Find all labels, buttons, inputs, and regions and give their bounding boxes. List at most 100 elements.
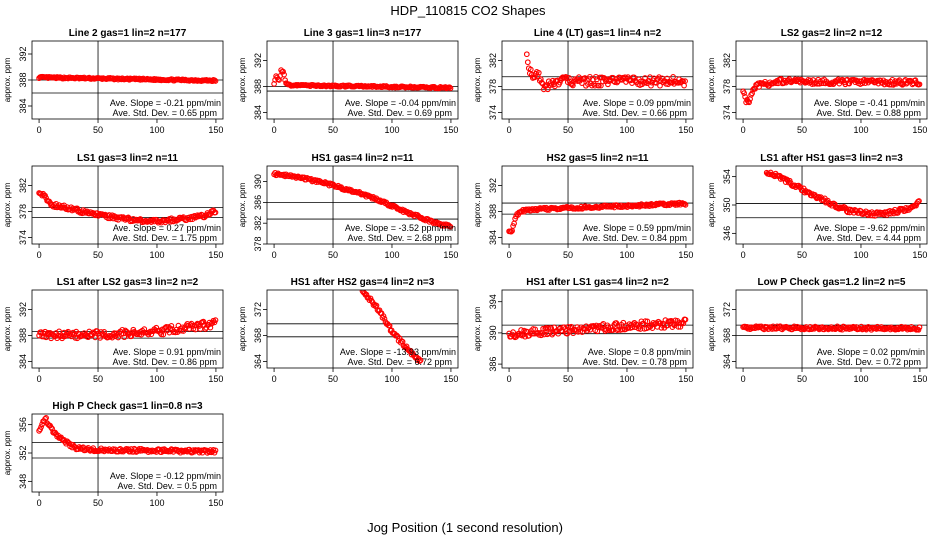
y-tick-label: 390 [488, 325, 498, 340]
x-tick-label: 100 [619, 125, 634, 135]
x-tick-label: 100 [384, 250, 399, 260]
slope-annotation: Ave. Slope = 0.27 ppm/min [113, 223, 221, 233]
y-axis-label: approx. ppm [3, 430, 12, 475]
y-axis-label: approx. ppm [473, 306, 482, 351]
data-point [916, 81, 923, 88]
panel-title: LS1 gas=3 lin=2 n=11 [77, 153, 178, 164]
data-point [38, 424, 44, 430]
data-point [380, 313, 387, 319]
x-tick-label: 50 [563, 125, 573, 135]
x-tick-label: 150 [678, 374, 693, 384]
slope-annotation: Ave. Slope = 0.8 ppm/min [588, 347, 691, 357]
y-axis-label: approx. ppm [238, 306, 247, 351]
panel-title: LS2 gas=2 lin=2 n=12 [781, 28, 883, 39]
x-tick-label: 150 [443, 250, 458, 260]
y-tick-label: 384 [253, 105, 263, 120]
y-axis-label: approx. ppm [3, 306, 12, 351]
y-tick-label: 378 [253, 236, 263, 251]
x-tick-label: 50 [563, 374, 573, 384]
x-tick-label: 150 [912, 125, 927, 135]
x-tick-label: 50 [328, 125, 338, 135]
panel-title: HS1 after HS2 gas=4 lin=2 n=3 [291, 277, 435, 288]
data-point [548, 325, 555, 332]
data-point [281, 71, 287, 78]
panel-5: LS1 gas=3 lin=2 n=11 0 50 100 150 374 378 382 ap… [3, 153, 223, 260]
data-series [36, 73, 219, 85]
data-point [670, 74, 676, 80]
y-tick-label: 364 [253, 354, 263, 369]
stddev-annotation: Ave. Std. Dev. = 2.68 ppm [348, 233, 452, 243]
data-point [447, 85, 454, 92]
data-point [677, 324, 684, 330]
y-axis-label: approx. ppm [238, 57, 247, 102]
y-axis-label: approx. ppm [473, 182, 482, 227]
panel-3: Line 4 (LT) gas=1 lin=4 n=2 0 50 100 150 374 3… [473, 28, 693, 135]
data-series [763, 169, 922, 219]
data-series [740, 76, 923, 106]
y-tick-label: 388 [488, 204, 498, 219]
plot-frame [266, 165, 459, 245]
data-point [916, 324, 923, 331]
data-point [446, 84, 453, 91]
data-point [158, 331, 165, 338]
data-point [200, 318, 207, 325]
data-point [43, 415, 49, 421]
y-tick-label: 388 [253, 79, 263, 94]
data-point [121, 334, 128, 341]
stddev-annotation: Ave. Std. Dev. = 0.86 ppm [113, 357, 217, 367]
slope-annotation: Ave. Slope = -0.12 ppm/min [110, 471, 221, 481]
plot-frame [735, 289, 928, 369]
y-tick-label: 350 [722, 197, 732, 212]
x-tick-label: 0 [272, 250, 277, 260]
data-point [280, 68, 286, 75]
x-tick-label: 0 [741, 374, 746, 384]
y-axis-label: approx. ppm [3, 57, 12, 102]
x-tick-label: 150 [678, 125, 693, 135]
y-tick-label: 382 [488, 53, 498, 68]
y-tick-label: 354 [722, 169, 732, 184]
data-point [681, 200, 688, 207]
data-series [271, 67, 454, 92]
x-tick-label: 150 [443, 125, 458, 135]
x-tick-label: 150 [443, 374, 458, 384]
data-series [740, 323, 923, 333]
panel-6: HS1 gas=4 lin=2 n=11 0 50 100 150 378 382 386 39… [238, 153, 458, 260]
data-point [393, 332, 400, 339]
data-point [882, 325, 889, 331]
data-series [36, 317, 219, 342]
data-point [524, 59, 531, 66]
x-tick-label: 150 [208, 250, 223, 260]
slope-annotation: Ave. Slope = 0.02 ppm/min [817, 347, 925, 357]
x-tick-label: 50 [797, 250, 807, 260]
data-point [168, 323, 175, 329]
panel-1: Line 2 gas=1 lin=2 n=177 0 50 100 150 384 388 3… [3, 28, 223, 135]
figure-title: HDP_110815 CO2 Shapes [390, 3, 546, 18]
data-point [592, 82, 598, 89]
plot-frame [501, 40, 694, 120]
y-tick-label: 390 [253, 174, 263, 189]
data-point [568, 323, 575, 330]
data-series [523, 51, 688, 93]
panel-title: Line 3 gas=1 lin=3 n=177 [304, 28, 422, 39]
x-tick-label: 0 [37, 498, 42, 508]
y-tick-label: 372 [722, 302, 732, 317]
data-point [140, 329, 147, 336]
data-point [605, 81, 611, 88]
data-point [153, 76, 160, 82]
slope-annotation: Ave. Slope = -13.93 ppm/min [340, 347, 456, 357]
data-point [212, 317, 219, 323]
data-point [446, 223, 453, 229]
slope-annotation: Ave. Slope = -9.62 ppm/min [814, 223, 925, 233]
figure-xlabel: Jog Position (1 second resolution) [367, 520, 563, 535]
x-tick-label: 0 [37, 125, 42, 135]
data-point [619, 326, 626, 333]
panel-13: High P Check gas=1 lin=0.8 n=3 0 50 100 150 3… [3, 401, 223, 508]
x-tick-label: 100 [384, 374, 399, 384]
x-tick-label: 100 [619, 250, 634, 260]
plot-frame [501, 165, 694, 245]
data-point [212, 447, 219, 454]
data-point [741, 90, 747, 96]
y-tick-label: 368 [253, 328, 263, 343]
data-series [359, 290, 424, 364]
